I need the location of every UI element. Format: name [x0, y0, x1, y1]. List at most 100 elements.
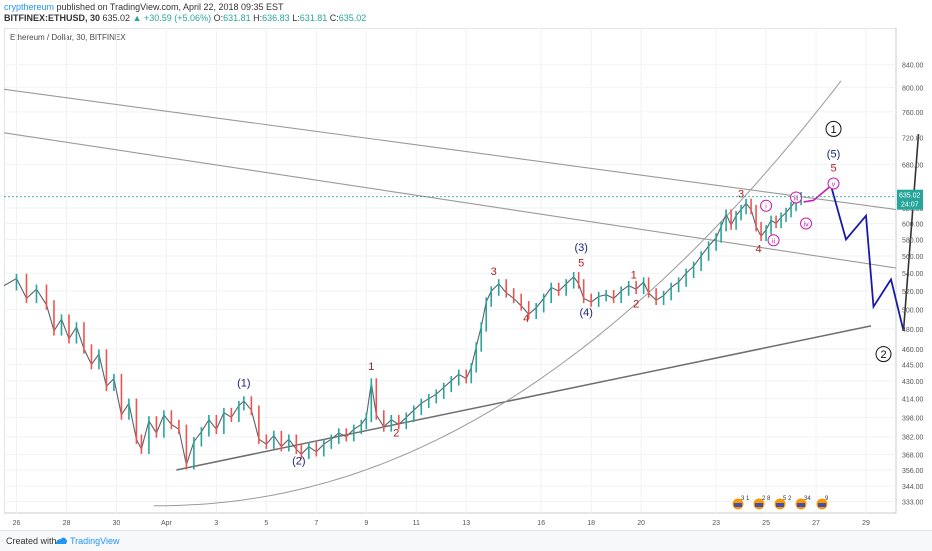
- y-tick-label: 560.00: [902, 254, 924, 261]
- bar-countdown: 24:07: [901, 202, 919, 209]
- event-count: 5 2: [783, 496, 792, 502]
- trendline: [4, 88, 897, 211]
- x-tick-label: Apr: [161, 520, 173, 527]
- y-tick-label: 580.00: [902, 237, 924, 244]
- close-value: 635.02: [338, 13, 367, 23]
- x-tick-label: 3: [214, 520, 218, 527]
- wave-label: (3): [574, 242, 587, 254]
- price-change: +30.59 (+5.06%): [144, 13, 212, 23]
- last-price-tag: [897, 189, 923, 210]
- x-tick-label: 23: [712, 520, 720, 527]
- x-tick-label: 18: [587, 520, 595, 527]
- event-flag-stripe: [776, 503, 784, 507]
- y-tick-label: 356.00: [902, 468, 924, 475]
- projection-black: [902, 134, 920, 331]
- y-tick-label: 540.00: [902, 271, 924, 278]
- event-count: 9: [825, 496, 829, 502]
- y-tick-label: 430.00: [902, 379, 924, 386]
- y-tick-label: 344.00: [902, 484, 924, 491]
- tradingview-logo-icon: [56, 537, 67, 544]
- y-tick-label: 800.00: [902, 86, 924, 93]
- circled-wave-label: v: [832, 182, 836, 189]
- low-value: 631.81: [299, 13, 328, 23]
- wave-label: 5: [578, 257, 584, 269]
- projections: [803, 134, 920, 332]
- wave-label: 3: [738, 188, 744, 200]
- wave-label: (4): [579, 307, 592, 319]
- low-label: L:: [292, 13, 300, 23]
- events-row: 3 1 2 8 5 2 34 9: [731, 496, 829, 511]
- wave-label: 1: [631, 270, 637, 282]
- open-label: O:: [213, 13, 224, 23]
- projection-magenta: [803, 185, 832, 203]
- close-label: C:: [329, 13, 339, 23]
- footer: Created with TradingView: [0, 530, 932, 551]
- wave-circle: [790, 191, 803, 204]
- projection-blue: [830, 185, 905, 332]
- wave-circle: [827, 177, 840, 190]
- wave-circle: [760, 199, 773, 212]
- wave-label: 3: [491, 266, 497, 278]
- trendline: [4, 132, 897, 269]
- y-tick-label: 600.00: [902, 221, 924, 228]
- price-badge: 635.02 24:07: [4, 189, 923, 210]
- circled-wave-label: iv: [804, 221, 810, 228]
- y-tick-label: 520.00: [902, 289, 924, 296]
- event-count: 3 1: [741, 496, 750, 502]
- chart-header: crypthereum published on TradingView.com…: [0, 0, 932, 28]
- published-text: published on TradingView.com, April 22, …: [56, 2, 284, 12]
- x-axis: 26 28 30 Apr 3 5 7 9 11 13 16 18 20 23 25 27 29: [13, 520, 870, 527]
- event-flag-stripe: [734, 503, 742, 507]
- trendline: [176, 325, 872, 471]
- y-axis: 840.00800.00760.00720.00680.00640.00620.…: [902, 63, 924, 507]
- high-label: H:: [253, 13, 263, 23]
- y-tick-label: 398.00: [902, 415, 924, 422]
- y-tick-label: 333.00: [902, 500, 924, 507]
- wave-circle: [800, 217, 813, 230]
- wave-label: 2: [393, 428, 399, 440]
- last-price-value: 635.02: [899, 193, 921, 200]
- author-name[interactable]: crypthereum: [4, 2, 55, 12]
- last-price: 635.02: [102, 13, 131, 23]
- x-tick-label: 11: [413, 520, 420, 527]
- event-count: 2 8: [762, 496, 771, 502]
- x-tick-label: 16: [537, 520, 545, 527]
- circled-wave-label: 2: [880, 349, 886, 361]
- wave-circle: [875, 346, 892, 363]
- event-flag-stripe: [797, 503, 805, 507]
- high-value: 636.83: [262, 13, 290, 23]
- event-flag-stripe: [755, 503, 763, 507]
- ohlc-line: BITFINEX:ETHUSD, 30 635.02 ▲ +30.59 (+5.…: [4, 13, 366, 24]
- plot-frame: [4, 28, 897, 514]
- x-tick-label: 28: [63, 520, 71, 527]
- wave-circle: [767, 234, 780, 247]
- y-tick-label: 760.00: [902, 110, 924, 117]
- x-tick-label: 13: [462, 520, 470, 527]
- wave-label: (1): [237, 377, 250, 389]
- y-tick-label: 445.00: [902, 363, 924, 370]
- symbol-label: BITFINEX:ETHUSD, 30: [4, 13, 101, 23]
- wave-label: (2): [292, 456, 305, 468]
- price-series: [4, 192, 802, 470]
- y-tick-label: 840.00: [902, 63, 924, 70]
- price-chart[interactable]: Ethereum / Dollar, 30, BITFINEX (1) (2) 1 2…: [4, 28, 928, 528]
- circled-wave-label: iii: [794, 195, 799, 202]
- y-tick-label: 460.00: [902, 347, 924, 354]
- wave-label: 2: [633, 299, 639, 311]
- open-value: 631.81: [223, 13, 251, 23]
- x-tick-label: 25: [762, 520, 770, 527]
- y-tick-label: 500.00: [902, 308, 924, 315]
- x-tick-label: 20: [637, 520, 645, 527]
- y-tick-label: 480.00: [902, 327, 924, 334]
- publish-line: crypthereum published on TradingView.com…: [4, 2, 284, 13]
- chart-title: Ethereum / Dollar, 30, BITFINEX: [10, 33, 126, 42]
- x-tick-label: 26: [13, 520, 21, 527]
- tradingview-brand[interactable]: TradingView: [70, 536, 120, 546]
- event-flag-stripe: [818, 503, 826, 507]
- wave-label: 4: [756, 244, 762, 256]
- x-tick-label: 27: [812, 520, 820, 527]
- event-count: 34: [804, 496, 811, 502]
- created-with-text: Created with: [6, 536, 57, 546]
- y-tick-label: 382.00: [902, 435, 924, 442]
